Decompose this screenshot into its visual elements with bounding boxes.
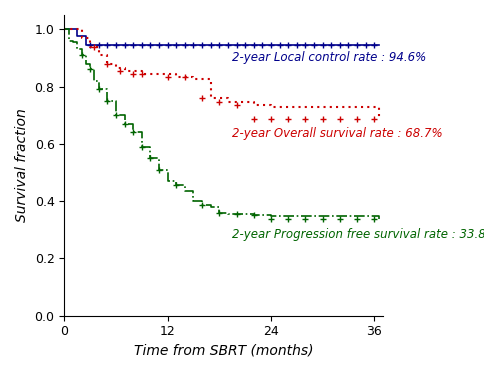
- X-axis label: Time from SBRT (months): Time from SBRT (months): [134, 344, 313, 358]
- Text: 2-year Progression free survival rate : 33.8%: 2-year Progression free survival rate : …: [232, 228, 484, 241]
- Text: 2-year Local control rate : 94.6%: 2-year Local control rate : 94.6%: [232, 51, 425, 65]
- Y-axis label: Survival fraction: Survival fraction: [15, 109, 29, 222]
- Text: 2-year Overall survival rate : 68.7%: 2-year Overall survival rate : 68.7%: [232, 127, 442, 140]
